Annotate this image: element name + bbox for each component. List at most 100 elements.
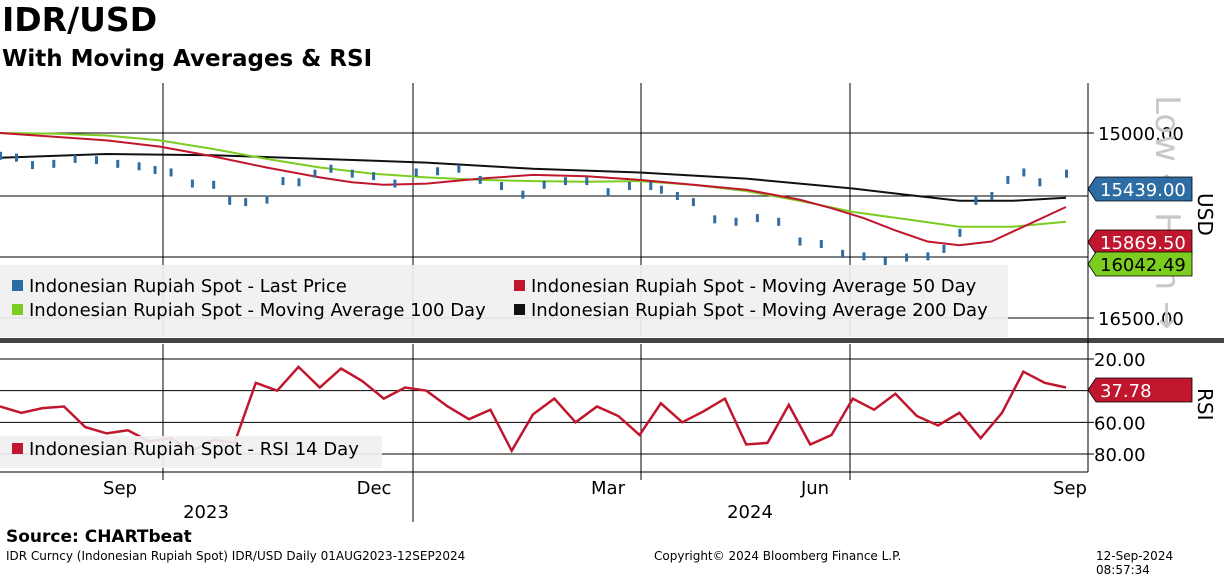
x-tick-label: Sep bbox=[1053, 478, 1087, 499]
price-bar bbox=[542, 180, 546, 189]
price-axis-label: USD bbox=[1193, 193, 1217, 236]
price-bar bbox=[659, 185, 663, 194]
price-bar bbox=[691, 198, 695, 207]
price-bar bbox=[73, 154, 77, 163]
rsi-last-tag-text: 37.78 bbox=[1100, 381, 1152, 402]
price-bar bbox=[734, 217, 738, 226]
price-bar bbox=[500, 182, 504, 191]
price-bar bbox=[905, 253, 909, 262]
source-label: Source: CHARTbeat bbox=[6, 527, 192, 547]
price-bar bbox=[14, 153, 18, 162]
price-tick-label: 15000.00 bbox=[1098, 124, 1184, 145]
price-bar bbox=[228, 196, 232, 205]
price-bar bbox=[212, 180, 216, 189]
price-bar bbox=[926, 252, 930, 261]
price-bar bbox=[116, 159, 120, 168]
ma50-tag-text: 15869.50 bbox=[1100, 233, 1186, 254]
price-bar bbox=[436, 167, 440, 176]
ma100-tag bbox=[1087, 251, 1193, 277]
legend-label: Indonesian Rupiah Spot - Moving Average … bbox=[29, 300, 486, 321]
price-series-line bbox=[0, 132, 1067, 228]
price-bar bbox=[942, 244, 946, 253]
price-tick-label: 16500.00 bbox=[1098, 309, 1184, 330]
price-bar bbox=[585, 177, 589, 186]
last-price-tag bbox=[1087, 176, 1193, 202]
legend-swatch bbox=[514, 304, 525, 315]
x-year-label: 2023 bbox=[183, 502, 229, 523]
x-tick-label: Mar bbox=[591, 478, 626, 499]
price-bar bbox=[94, 156, 98, 165]
price-series-line bbox=[0, 132, 1067, 247]
legend-label: Indonesian Rupiah Spot - Moving Average … bbox=[531, 276, 977, 297]
legend-swatch bbox=[12, 304, 23, 315]
price-bar bbox=[313, 169, 317, 178]
price-bar bbox=[329, 164, 333, 173]
x-tick-label: Jun bbox=[800, 478, 829, 499]
legend-swatch bbox=[12, 280, 23, 291]
rsi-tick-label: 20.00 bbox=[1094, 350, 1146, 371]
price-bar bbox=[1006, 175, 1010, 184]
price-bar bbox=[1065, 169, 1068, 178]
price-bar bbox=[841, 249, 845, 258]
rsi-axis-label: RSI bbox=[1193, 388, 1217, 421]
price-bar bbox=[755, 214, 759, 223]
rsi-legend-box bbox=[0, 436, 382, 468]
price-bar bbox=[350, 169, 354, 178]
ma50-tag bbox=[1087, 229, 1193, 255]
price-bar bbox=[153, 166, 157, 174]
price-bar bbox=[777, 217, 781, 226]
price-bar bbox=[883, 257, 887, 266]
price-bar bbox=[798, 237, 802, 246]
price-bar bbox=[974, 196, 978, 205]
panel-divider bbox=[0, 338, 1224, 343]
price-legend-box bbox=[0, 265, 1008, 337]
price-bar bbox=[393, 179, 397, 188]
price-bar bbox=[414, 168, 418, 177]
price-bar bbox=[137, 162, 141, 171]
price-bar bbox=[169, 168, 173, 177]
legend-label: Indonesian Rupiah Spot - Moving Average … bbox=[531, 300, 988, 321]
price-bar bbox=[244, 198, 248, 207]
footer-ticker: IDR Curncy (Indonesian Rupiah Spot) IDR/… bbox=[6, 549, 466, 563]
price-bar bbox=[958, 228, 962, 237]
ma100-tag-text: 16042.49 bbox=[1100, 255, 1186, 276]
price-bar bbox=[990, 191, 994, 200]
price-bar bbox=[1038, 178, 1042, 187]
price-bar bbox=[52, 159, 56, 168]
chart-subtitle: With Moving Averages & RSI bbox=[2, 46, 373, 72]
axis-watermark: Low ← High → bbox=[1147, 95, 1187, 330]
price-series-line bbox=[0, 152, 1067, 202]
last-price-tag-text: 15439.00 bbox=[1100, 180, 1186, 201]
price-bar bbox=[297, 178, 301, 187]
x-tick-label: Dec bbox=[357, 478, 392, 499]
legend-label: Indonesian Rupiah Spot - Last Price bbox=[29, 276, 347, 297]
x-year-label: 2024 bbox=[727, 502, 773, 523]
price-bar bbox=[521, 190, 525, 199]
price-bar bbox=[478, 175, 482, 184]
price-bar bbox=[819, 240, 823, 248]
rsi-last-tag bbox=[1087, 377, 1193, 403]
legend-label: Indonesian Rupiah Spot - RSI 14 Day bbox=[29, 439, 359, 460]
price-bar bbox=[0, 151, 2, 160]
rsi-tick-label: 60.00 bbox=[1094, 413, 1146, 434]
price-bar bbox=[862, 252, 866, 261]
price-bar bbox=[457, 164, 461, 173]
chart-title: IDR/USD bbox=[2, 0, 158, 39]
x-tick-label: Sep bbox=[103, 478, 137, 499]
price-bar bbox=[1022, 168, 1026, 177]
price-bar bbox=[606, 188, 610, 197]
price-bar bbox=[627, 182, 631, 191]
rsi-tick-label: 80.00 bbox=[1094, 445, 1146, 466]
price-bar bbox=[372, 172, 376, 181]
footer-timestamp: 12-Sep-2024 08:57:34 bbox=[1096, 549, 1174, 577]
footer-copyright: Copyright© 2024 Bloomberg Finance L.P. bbox=[654, 549, 902, 563]
price-bar bbox=[675, 191, 679, 200]
legend-swatch bbox=[514, 280, 525, 291]
price-bar bbox=[649, 182, 653, 191]
price-bar bbox=[563, 177, 567, 186]
price-bar bbox=[265, 195, 269, 204]
price-bar bbox=[190, 179, 194, 188]
price-bar bbox=[281, 177, 285, 186]
legend-swatch bbox=[12, 443, 23, 454]
